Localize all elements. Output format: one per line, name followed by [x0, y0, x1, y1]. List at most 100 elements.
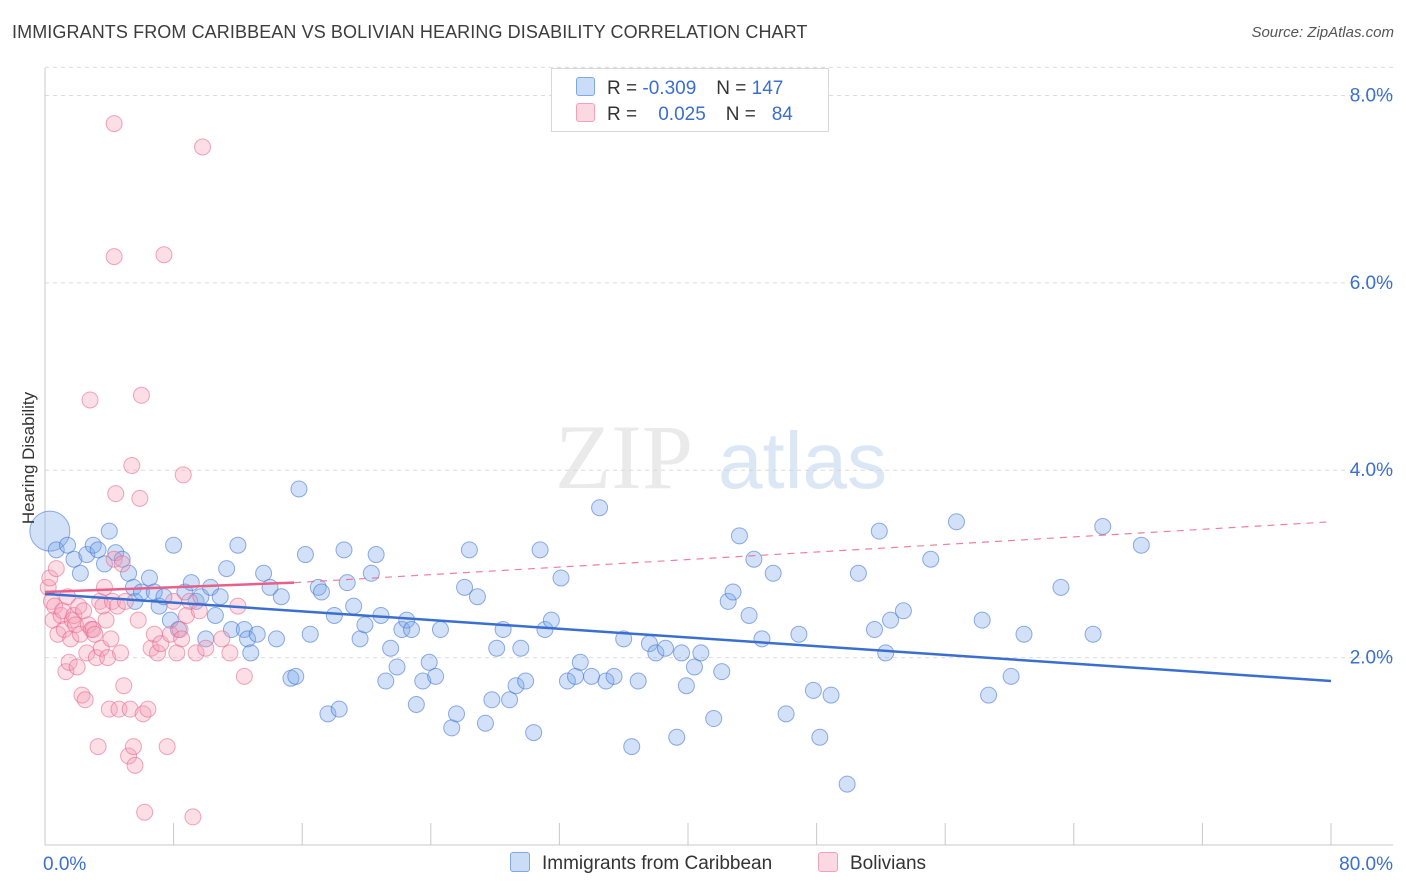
point-caribbean — [692, 644, 710, 662]
point-caribbean — [507, 677, 525, 695]
point-bolivians — [161, 625, 179, 643]
point-bolivians — [126, 756, 144, 774]
point-caribbean — [377, 672, 395, 690]
legend-item-caribbean[interactable]: Immigrants from Caribbean — [510, 852, 772, 875]
point-bolivians — [131, 489, 149, 507]
point-caribbean — [65, 550, 83, 568]
point-bolivians — [124, 738, 142, 756]
legend-item-bolivians[interactable]: Bolivians — [818, 852, 926, 875]
point-caribbean — [623, 738, 641, 756]
point-caribbean — [229, 536, 247, 554]
point-caribbean — [870, 522, 888, 540]
x-tick-label-min: 0.0% — [43, 854, 86, 875]
watermark: ZIP atlas — [555, 406, 887, 508]
point-bolivians — [155, 246, 173, 264]
point-caribbean — [877, 644, 895, 662]
legend-swatch-bolivians — [576, 103, 595, 122]
point-bolivians — [190, 602, 208, 620]
legend-swatch-caribbean — [576, 77, 595, 96]
point-bolivians — [73, 686, 91, 704]
trend-line-caribbean — [44, 592, 1332, 683]
r-value-bolivians: 0.025 — [658, 104, 706, 125]
point-caribbean — [677, 677, 695, 695]
point-caribbean — [182, 574, 200, 592]
point-caribbean — [100, 522, 118, 540]
point-caribbean — [501, 691, 519, 709]
point-caribbean — [790, 625, 808, 643]
point-bolivians — [100, 700, 118, 718]
point-caribbean — [431, 621, 449, 639]
point-caribbean — [838, 775, 856, 793]
point-bolivians — [129, 611, 147, 629]
point-caribbean — [894, 602, 912, 620]
point-caribbean — [719, 592, 737, 610]
point-bolivians — [76, 691, 94, 709]
watermark-atlas: atlas — [718, 416, 887, 505]
y-tick-label: 4.0% — [1350, 460, 1393, 481]
point-caribbean — [980, 686, 998, 704]
point-caribbean — [647, 644, 665, 662]
data-points — [29, 115, 1150, 826]
point-bolivians — [177, 606, 195, 624]
point-caribbean — [531, 541, 549, 559]
chart-title: IMMIGRANTS FROM CARIBBEAN VS BOLIVIAN HE… — [12, 22, 808, 42]
point-caribbean — [456, 578, 474, 596]
point-caribbean — [922, 550, 940, 568]
point-bolivians — [173, 630, 191, 648]
point-caribbean — [1052, 578, 1070, 596]
point-caribbean — [388, 658, 406, 676]
point-caribbean — [1084, 625, 1102, 643]
point-caribbean — [235, 621, 253, 639]
point-bolivians — [116, 592, 134, 610]
point-caribbean — [301, 625, 319, 643]
point-caribbean — [517, 672, 535, 690]
point-caribbean — [248, 625, 266, 643]
point-bolivians — [89, 738, 107, 756]
point-bolivians — [123, 457, 141, 475]
point-caribbean — [591, 499, 609, 517]
n-value-caribbean: 147 — [751, 78, 784, 99]
point-bolivians — [67, 616, 85, 634]
point-caribbean — [1094, 517, 1112, 535]
point-caribbean — [309, 578, 327, 596]
point-caribbean — [882, 611, 900, 629]
point-bolivians — [187, 644, 205, 662]
point-caribbean — [605, 667, 623, 685]
point-caribbean — [382, 639, 400, 657]
point-bolivians — [112, 644, 130, 662]
point-bolivians — [68, 658, 86, 676]
correlation-legend: R = -0.309 N = 147 R = 0.025 N = 84 — [551, 68, 829, 132]
point-bolivians — [197, 639, 215, 657]
point-caribbean — [668, 728, 686, 746]
point-bolivians — [120, 747, 138, 765]
point-bolivians — [99, 649, 117, 667]
point-caribbean — [47, 541, 65, 559]
point-caribbean — [356, 616, 374, 634]
point-caribbean — [242, 644, 260, 662]
point-bolivians — [115, 677, 133, 695]
point-caribbean — [724, 583, 742, 601]
point-caribbean — [525, 724, 543, 742]
point-bolivians — [57, 663, 75, 681]
point-caribbean — [460, 541, 478, 559]
point-caribbean — [597, 672, 615, 690]
point-caribbean — [811, 728, 829, 746]
point-caribbean — [629, 672, 647, 690]
point-caribbean — [367, 546, 385, 564]
point-caribbean — [764, 564, 782, 582]
axes — [44, 68, 1393, 846]
point-caribbean — [713, 663, 731, 681]
point-caribbean — [218, 560, 236, 578]
point-caribbean — [335, 541, 353, 559]
point-caribbean — [255, 564, 273, 582]
point-bolivians — [46, 597, 64, 615]
trend-line-bolivians — [44, 581, 295, 594]
tick-labels: 2.0% 4.0% 6.0% 8.0% 0.0% 80.0% — [43, 85, 1393, 875]
point-caribbean — [804, 681, 822, 699]
point-bolivians — [107, 485, 125, 503]
point-bolivians — [105, 248, 123, 266]
point-bolivians — [113, 555, 131, 573]
point-caribbean — [685, 658, 703, 676]
point-caribbean — [345, 597, 363, 615]
